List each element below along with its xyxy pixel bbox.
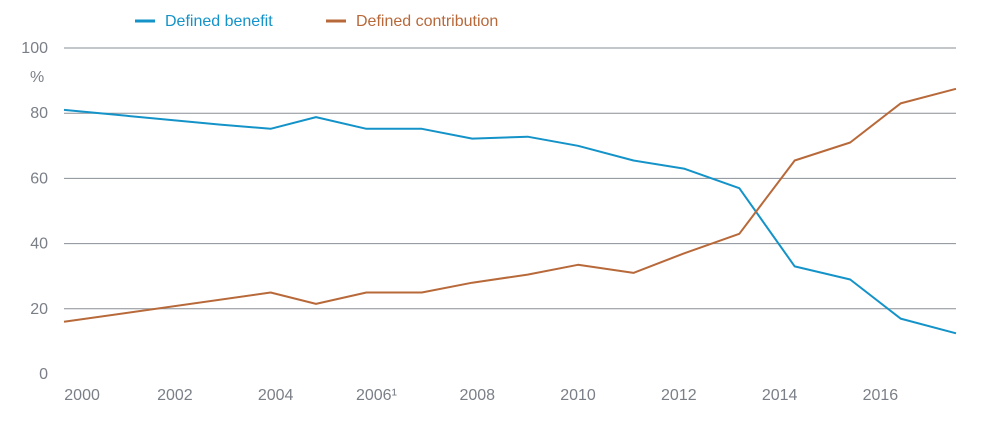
x-tick-label-2010: 2010 <box>560 387 596 404</box>
series-line-defined-benefit <box>63 108 957 335</box>
x-tick-label-2002: 2002 <box>157 387 193 404</box>
x-tick-label-2004: 2004 <box>258 387 294 404</box>
y-tick-label-40: 40 <box>30 236 48 253</box>
y-axis-unit-label: % <box>30 69 44 86</box>
legend: Defined benefit Defined contribution <box>135 13 498 30</box>
x-tick-label-2008: 2008 <box>459 387 495 404</box>
y-tick-label-100: 100 <box>21 40 48 57</box>
y-tick-label-80: 80 <box>30 105 48 122</box>
series-line-defined-contribution <box>63 87 957 323</box>
x-tick-label-2012: 2012 <box>661 387 697 404</box>
x-tick-label-2000: 2000 <box>64 387 100 404</box>
y-tick-label-20: 20 <box>30 301 48 318</box>
gridlines <box>64 47 956 310</box>
y-axis: % 0 20 40 60 80 100 <box>21 40 48 383</box>
x-tick-label-2006: 2006¹ <box>356 387 397 404</box>
y-tick-label-0: 0 <box>39 366 48 383</box>
y-tick-label-60: 60 <box>30 170 48 187</box>
legend-label-defined-benefit: Defined benefit <box>165 13 273 30</box>
x-tick-label-2016: 2016 <box>863 387 899 404</box>
x-axis: 2000 2002 2004 2006¹ 2008 2010 2012 2014 2016 <box>64 387 898 404</box>
legend-label-defined-contribution: Defined contribution <box>356 13 498 30</box>
series-lines <box>63 87 957 335</box>
x-tick-label-2014: 2014 <box>762 387 798 404</box>
